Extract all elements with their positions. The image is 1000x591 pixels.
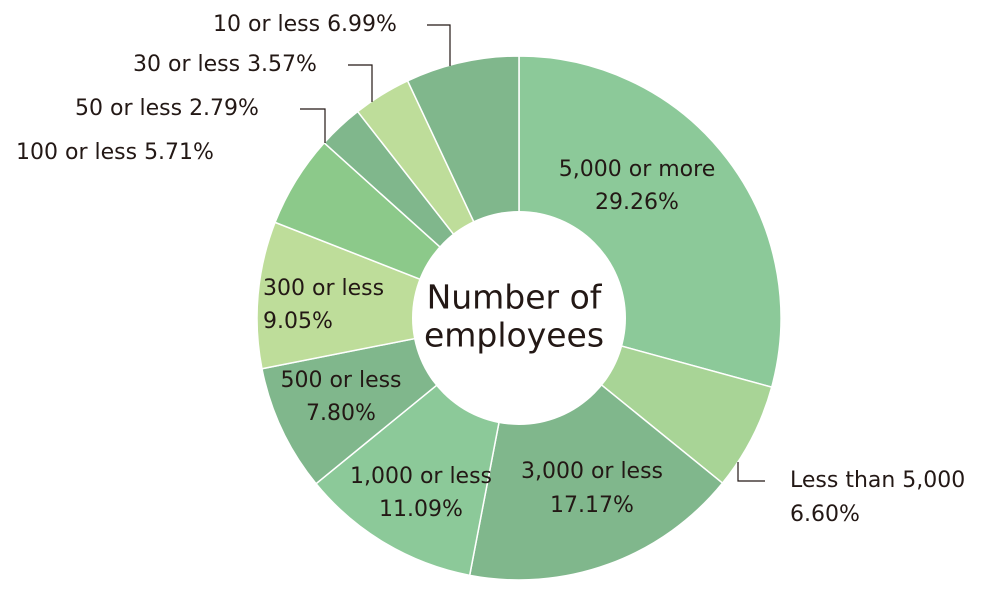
value-label: 29.26% bbox=[595, 190, 679, 215]
slice-label: 30 or less bbox=[133, 52, 240, 77]
value-label: 7.80% bbox=[306, 401, 376, 426]
slice-label: 300 or less bbox=[263, 276, 384, 301]
slice-label: 1,000 or less bbox=[350, 464, 492, 489]
value-label: 17.17% bbox=[550, 493, 634, 518]
value-label: 2.79% bbox=[189, 96, 259, 121]
leader-line bbox=[300, 108, 326, 143]
slice-label: 10 or less bbox=[213, 12, 320, 37]
value-label: 6.60% bbox=[790, 502, 860, 527]
slice-label: 100 or less bbox=[16, 140, 137, 165]
slice-label-group: 100 or less 5.71% bbox=[16, 140, 214, 165]
value-label: 9.05% bbox=[263, 309, 333, 334]
slice-label-group: 50 or less 2.79% bbox=[75, 96, 259, 121]
value-label: 3.57% bbox=[247, 52, 317, 77]
slice-label: Less than 5,000 bbox=[790, 468, 965, 493]
labels: 5,000 or more 29.26% Less than 5,000 6.60% 3… bbox=[16, 12, 965, 527]
leader-line bbox=[348, 64, 373, 102]
leader-line bbox=[427, 24, 451, 66]
slice bbox=[256, 221, 522, 370]
value-label: 6.99% bbox=[327, 12, 397, 37]
slice-label: 50 or less bbox=[75, 96, 182, 121]
slice-label-group: 10 or less 6.99% bbox=[213, 12, 397, 37]
leader-line bbox=[737, 462, 765, 482]
value-label: 11.09% bbox=[379, 497, 463, 522]
slice-label: 5,000 or more bbox=[559, 157, 715, 182]
center-label: employees bbox=[424, 316, 604, 355]
donut-hole bbox=[412, 211, 626, 425]
slice-label: 500 or less bbox=[280, 368, 401, 393]
value-label: 5.71% bbox=[144, 140, 214, 165]
center-label: Number of bbox=[427, 278, 603, 317]
slice-label: 3,000 or less bbox=[521, 459, 663, 484]
slice-label-group: 30 or less 3.57% bbox=[133, 52, 317, 77]
